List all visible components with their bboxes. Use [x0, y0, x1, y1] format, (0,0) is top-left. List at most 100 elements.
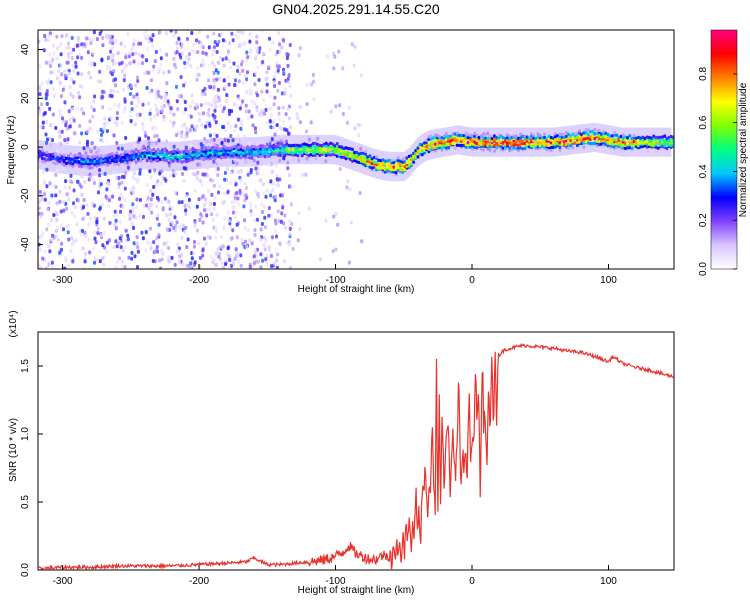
- spectrogram-cell: [136, 265, 139, 269]
- spectrogram-ridge-cell: [303, 145, 306, 149]
- spectrogram-cell: [120, 121, 124, 125]
- spectrogram-cell: [122, 175, 126, 179]
- spectrogram-ridge-cell: [567, 146, 570, 151]
- spectrogram-ridge-cell: [268, 152, 271, 156]
- spectrogram-cell: [296, 238, 300, 243]
- spectrogram-ridge-cell: [445, 146, 448, 150]
- spectrogram-cell: [140, 230, 144, 235]
- spectrogram-ridge-cell: [132, 156, 136, 160]
- spectrogram-cell: [247, 163, 251, 168]
- spectrogram-ridge-cell: [466, 141, 470, 145]
- spectrogram-ridge-cell: [191, 150, 195, 154]
- spectrogram-ridge-cell: [128, 160, 132, 165]
- spectrogram-ridge-cell: [626, 136, 629, 140]
- spectrogram-cell: [195, 228, 199, 233]
- spectrogram-ridge-cell: [47, 153, 51, 157]
- spectrogram-cell: [116, 146, 120, 151]
- spectrogram-ridge-cell: [407, 160, 411, 164]
- spectrogram-cell: [52, 183, 56, 188]
- spectrogram-cell: [254, 126, 257, 131]
- spectrogram-cell: [112, 78, 116, 83]
- spectrogram-cell: [260, 112, 264, 117]
- spectrogram-ridge-cell: [479, 139, 483, 143]
- spectrogram-cell: [167, 254, 171, 259]
- spectrogram-ridge-cell: [549, 135, 553, 140]
- spectrogram-ridge-cell: [126, 149, 129, 153]
- spectrogram-cell: [74, 238, 78, 243]
- spectrogram-cell: [78, 229, 82, 234]
- spectrogram-cell: [201, 172, 205, 177]
- spectrogram-cell: [186, 237, 190, 242]
- spectrogram-cell: [208, 207, 212, 212]
- spectrogram-cell: [51, 266, 55, 269]
- spectrogram-cell: [39, 266, 43, 269]
- spectrogram-ridge-cell: [56, 158, 60, 162]
- spectrogram-ridge-cell: [576, 143, 579, 148]
- spectrogram-cell: [78, 84, 82, 88]
- spectrogram-ridge-cell: [407, 164, 411, 168]
- spectrogram-cell: [244, 193, 248, 198]
- spectrogram-ridge-cell: [139, 151, 142, 155]
- spectrogram-y-tick-label: -40: [20, 237, 31, 252]
- spectrogram-ridge-cell: [51, 152, 55, 156]
- spectrogram-ridge-cell: [418, 142, 422, 147]
- spectrogram-cell: [239, 103, 243, 108]
- spectrogram-cell: [229, 65, 233, 70]
- spectrogram-cell: [244, 160, 248, 165]
- spectrogram-cell: [154, 141, 158, 146]
- spectrogram-cell: [250, 241, 254, 246]
- spectrogram-ridge-cell: [167, 156, 171, 160]
- colorbar-label: Normalized spectral amplitude: [738, 82, 749, 217]
- spectrogram-ridge-cell: [152, 152, 156, 156]
- spectrogram-ridge-cell: [372, 155, 376, 159]
- spectrogram-cell: [226, 138, 230, 143]
- spectrogram-cell: [238, 106, 242, 111]
- spectrogram-cell: [131, 206, 135, 211]
- spectrogram-cell: [205, 120, 209, 125]
- spectrogram-ridge-cell: [399, 159, 402, 163]
- spectrogram-ridge-cell: [123, 155, 127, 159]
- spectrogram-cell: [252, 254, 256, 259]
- spectrogram-ridge-cell: [482, 136, 485, 140]
- spectrogram-ridge-cell: [445, 143, 448, 147]
- spectrogram-cell: [211, 217, 215, 222]
- spectrogram-cell: [55, 212, 59, 217]
- spectrogram-cell: [280, 45, 284, 50]
- spectrogram-cell: [160, 181, 163, 185]
- spectrogram-cell: [200, 182, 204, 187]
- spectrogram-cell: [253, 233, 257, 237]
- spectrogram-cell: [132, 144, 136, 149]
- spectrogram-ridge-cell: [335, 145, 339, 149]
- spectrogram-cell: [71, 64, 75, 68]
- spectrogram-ridge-cell: [514, 139, 518, 144]
- spectrogram-cell: [162, 103, 166, 108]
- spectrogram-cell: [66, 137, 70, 142]
- spectrogram-ridge-cell: [106, 158, 110, 162]
- spectrogram-cell: [174, 171, 178, 176]
- spectrogram-ridge-cell: [241, 146, 245, 150]
- spectrogram-cell: [233, 215, 237, 219]
- spectrogram-cell: [112, 133, 116, 138]
- spectrogram-cell: [200, 122, 204, 127]
- spectrogram-ridge-cell: [300, 150, 304, 154]
- spectrogram-cell: [275, 183, 279, 188]
- spectrogram-cell: [196, 176, 199, 181]
- spectrogram-cell: [236, 64, 240, 69]
- spectrogram-cell: [201, 50, 205, 55]
- spectrogram-ridge-cell: [477, 141, 481, 145]
- spectrogram-cell: [98, 168, 102, 173]
- spectrogram-cell: [38, 85, 42, 90]
- spectrogram-cell: [92, 30, 96, 35]
- spectrogram-cell: [205, 213, 209, 218]
- spectrogram-cell: [149, 107, 152, 112]
- spectrogram-ridge-cell: [41, 156, 44, 160]
- spectrogram-ridge-cell: [89, 158, 92, 162]
- spectrogram-cell: [203, 208, 207, 213]
- spectrogram-cell: [177, 94, 181, 99]
- spectrogram-ridge-cell: [482, 143, 485, 147]
- spectrogram-cell: [235, 251, 239, 256]
- spectrogram-cell: [194, 125, 198, 130]
- spectrogram-ridge-cell: [383, 162, 387, 167]
- spectrogram-cell: [238, 71, 242, 76]
- spectrogram-cell: [184, 208, 188, 213]
